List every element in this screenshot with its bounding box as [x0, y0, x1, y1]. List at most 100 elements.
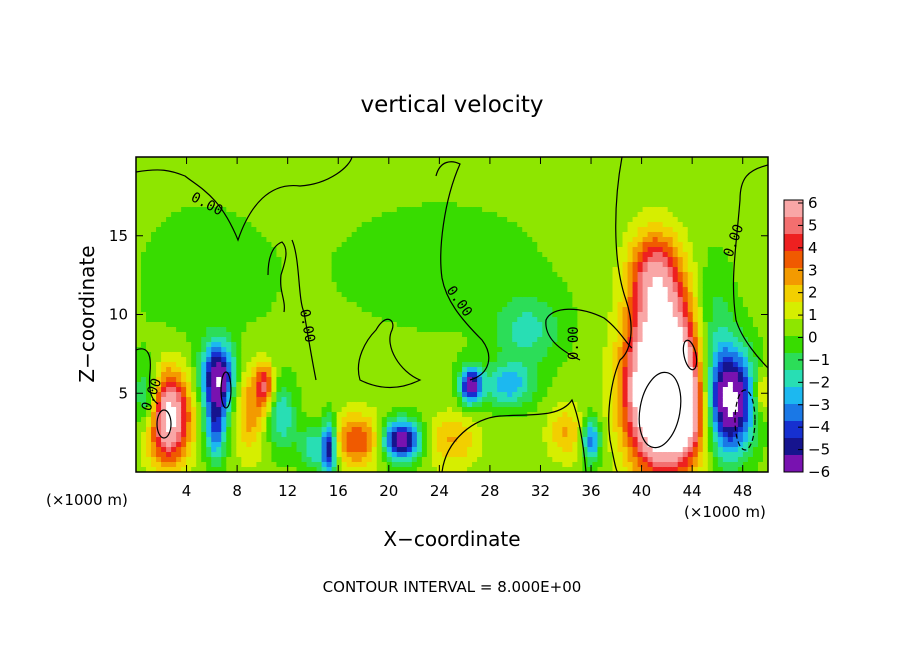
- heat-cell: [241, 307, 247, 313]
- heat-cell: [276, 182, 283, 188]
- heat-cell: [366, 442, 373, 448]
- heat-cell: [151, 422, 157, 428]
- heat-cell: [171, 192, 177, 198]
- heat-cell: [487, 277, 493, 283]
- heat-cell: [146, 337, 152, 343]
- heat-cell: [256, 367, 262, 373]
- heat-cell: [487, 377, 493, 383]
- heat-cell: [502, 272, 508, 278]
- heat-cell: [351, 282, 358, 288]
- heat-cell: [406, 312, 413, 318]
- heat-cell: [452, 252, 458, 258]
- heat-cell: [246, 157, 252, 163]
- heat-cell: [201, 402, 207, 408]
- heat-cell: [181, 367, 187, 373]
- heat-cell: [286, 232, 293, 238]
- heat-cell: [236, 317, 242, 323]
- heat-cell: [151, 157, 157, 163]
- heat-cell: [436, 407, 443, 413]
- heat-cell: [136, 292, 142, 298]
- heat-cell: [416, 327, 423, 333]
- heat-cell: [191, 447, 197, 453]
- heat-cell: [376, 332, 383, 338]
- heat-cell: [356, 247, 363, 253]
- heat-cell: [291, 307, 298, 313]
- heat-cell: [376, 157, 383, 163]
- heat-cell: [136, 372, 142, 378]
- heat-cell: [326, 267, 333, 273]
- heat-cell: [236, 277, 242, 283]
- heat-cell: [206, 297, 212, 303]
- heat-cell: [316, 462, 323, 468]
- heat-cell: [226, 172, 232, 178]
- heat-cell: [256, 177, 262, 183]
- heat-cell: [522, 467, 528, 472]
- heat-cell: [261, 232, 268, 238]
- heat-cell: [306, 352, 313, 358]
- heat-cell: [462, 347, 468, 353]
- heat-cell: [136, 337, 142, 343]
- heat-cell: [246, 252, 252, 258]
- heat-cell: [161, 412, 167, 418]
- heat-cell: [161, 317, 167, 323]
- heat-cell: [206, 422, 212, 428]
- heat-cell: [411, 397, 418, 403]
- heat-cell: [436, 202, 443, 208]
- heat-cell: [191, 262, 197, 268]
- heat-cell: [431, 317, 438, 323]
- heat-cell: [517, 262, 523, 268]
- heat-cell: [386, 252, 393, 258]
- heat-cell: [457, 417, 463, 423]
- heat-cell: [512, 377, 518, 383]
- heat-cell: [186, 192, 192, 198]
- heat-cell: [381, 397, 388, 403]
- heat-cell: [512, 362, 518, 368]
- heat-cell: [336, 187, 343, 193]
- heat-cell: [181, 282, 187, 288]
- heat-cell: [211, 327, 217, 333]
- heat-cell: [396, 227, 403, 233]
- heat-cell: [492, 412, 498, 418]
- heat-cell: [457, 257, 463, 263]
- heat-cell: [226, 187, 232, 193]
- heat-cell: [532, 222, 538, 228]
- heat-cell: [236, 292, 242, 298]
- heat-cell: [351, 332, 358, 338]
- heat-cell: [171, 267, 177, 273]
- heat-cell: [216, 402, 222, 408]
- heat-cell: [376, 217, 383, 223]
- heat-cell: [211, 332, 217, 338]
- heat-cell: [196, 437, 202, 443]
- heat-cell: [186, 232, 192, 238]
- heat-cell: [276, 287, 283, 293]
- heat-cell: [351, 227, 358, 233]
- heat-cell: [391, 437, 398, 443]
- heat-cell: [201, 377, 207, 383]
- heat-cell: [316, 282, 323, 288]
- heat-cell: [341, 277, 348, 283]
- heat-cell: [467, 337, 473, 343]
- heat-cell: [331, 407, 338, 413]
- heat-cell: [346, 227, 353, 233]
- heat-cell: [507, 207, 513, 213]
- heat-cell: [401, 232, 408, 238]
- heat-cell: [196, 357, 202, 363]
- heat-cell: [146, 342, 152, 348]
- heat-cell: [487, 357, 493, 363]
- heat-cell: [401, 252, 408, 258]
- heat-cell: [416, 422, 423, 428]
- heat-cell: [467, 287, 473, 293]
- heat-cell: [191, 302, 197, 308]
- heat-cell: [161, 162, 167, 168]
- heat-cell: [502, 292, 508, 298]
- heat-cell: [376, 412, 383, 418]
- heat-cell: [436, 222, 443, 228]
- heat-cell: [482, 272, 488, 278]
- heat-cell: [296, 387, 303, 393]
- heat-cell: [201, 287, 207, 293]
- heat-cell: [472, 417, 478, 423]
- heat-cell: [216, 322, 222, 328]
- heat-cell: [221, 412, 227, 418]
- heat-cell: [487, 307, 493, 313]
- heat-cell: [426, 437, 433, 443]
